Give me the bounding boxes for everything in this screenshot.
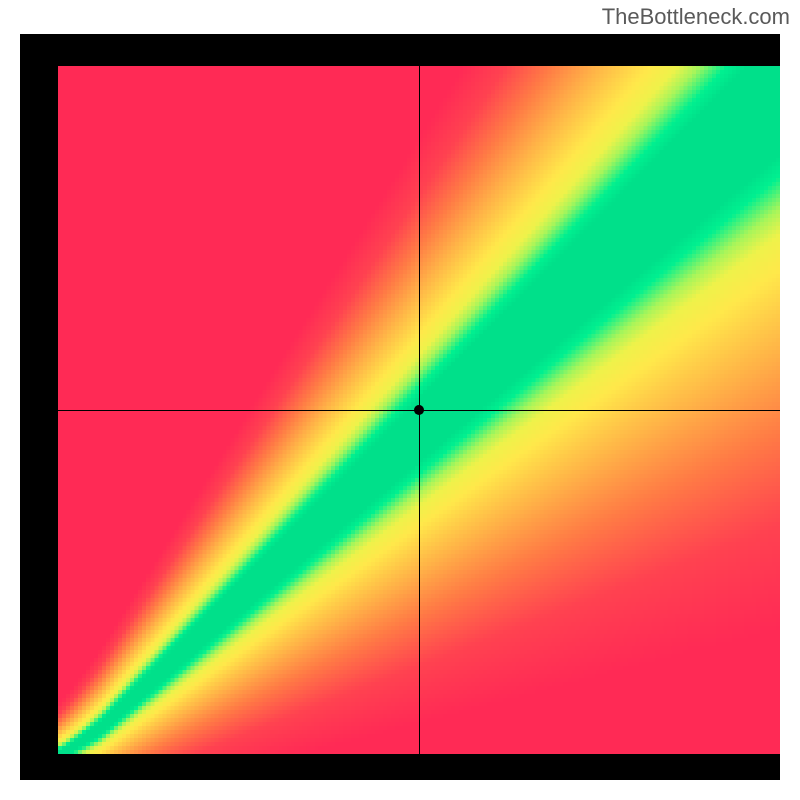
crosshair-overlay [58,66,780,754]
watermark-text: TheBottleneck.com [602,4,790,30]
chart-frame: TheBottleneck.com [0,0,800,800]
chart-outer-box [20,34,780,780]
